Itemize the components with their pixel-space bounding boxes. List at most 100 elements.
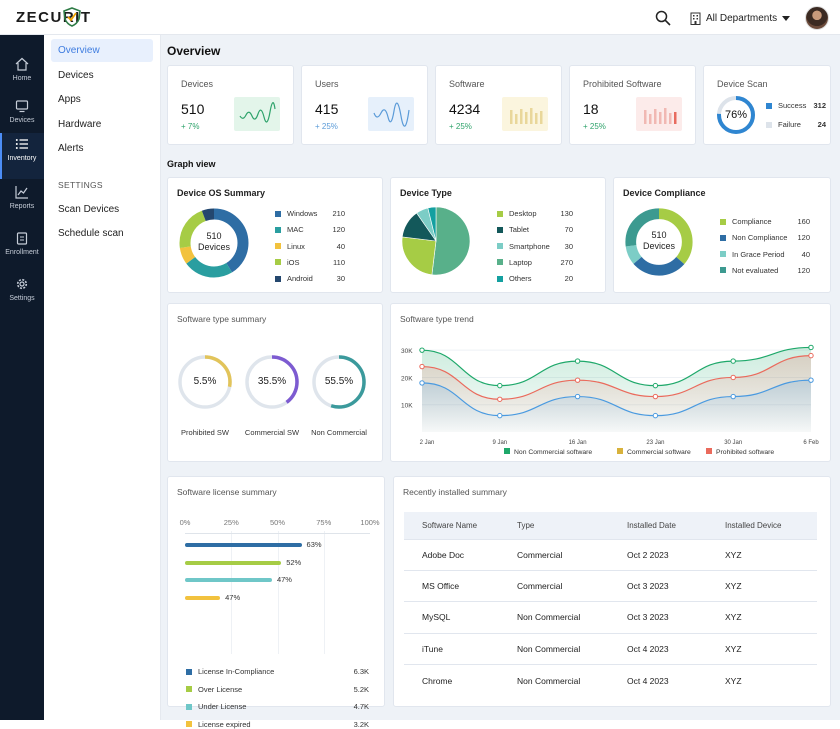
table-row[interactable]: MS Office Commercial Oct 3 2023 XYZ [404,569,817,602]
home-icon [15,57,29,71]
stat-card-software[interactable]: Software 4234 + 25% [435,65,562,145]
legend-value: 3.2K [353,719,369,729]
legend-item: Not evaluated 120 [720,266,810,275]
table-cell: Oct 4 2023 [627,664,725,696]
stat-card-devices[interactable]: Devices 510 + 7% [167,65,294,145]
rail-reports[interactable]: Reports [0,181,44,223]
os-donut-segment[interactable] [179,208,249,278]
pie-slice[interactable] [431,206,471,276]
license-bar[interactable] [185,595,221,600]
software-ring [245,355,299,409]
compliance-donut-center: 510 Devices [642,230,675,251]
stat-card-users[interactable]: Users 415 + 25% [301,65,428,145]
card-title: Device Type [400,188,452,198]
compliance-donut-segment[interactable] [625,208,693,276]
rail-inventory[interactable]: Inventory [0,133,44,179]
axis-tick-label: 25% [223,518,239,527]
trend-point[interactable] [574,393,581,400]
legend-swatch [720,234,726,241]
subnav-devices[interactable]: Devices [58,70,94,81]
trend-point[interactable] [652,393,659,400]
pie-slice[interactable] [401,236,437,276]
trend-point[interactable] [497,396,503,402]
x-tick-label: 30 Jan [724,440,742,446]
trend-point[interactable] [419,347,425,353]
trend-point[interactable] [652,412,659,419]
rail-home[interactable]: Home [0,53,44,95]
os-donut-center: 510 Devices [197,231,230,252]
software-trend-chart: 30K 20K 10K 2 Jan 9 Jan 16 Jan 23 Jan 30 Jan 6 F… [401,344,819,456]
stat-delta: + 25% [583,122,606,131]
subnav-schedule-scan[interactable]: Schedule scan [58,228,124,239]
compliance-donut-segment[interactable] [625,208,693,276]
column-header[interactable]: Software Name [404,512,517,539]
trend-line [421,346,812,387]
legend-value: 70 [564,225,573,235]
list-icon [15,139,28,149]
subnav-apps[interactable]: Apps [58,94,81,105]
trend-point[interactable] [808,344,814,351]
gridline [277,531,279,654]
table-row[interactable]: Adobe Doc Commercial Oct 2 2023 XYZ [404,538,817,571]
stat-card-prohibited[interactable]: Prohibited Software 18 + 25% [569,65,696,145]
pie-slice[interactable] [427,206,437,242]
trend-point[interactable] [574,377,581,383]
table-row[interactable]: MySQL Non Commercial Oct 3 2023 XYZ [404,601,817,634]
license-bar[interactable] [185,578,272,582]
table-row[interactable]: Chrome Non Commercial Oct 4 2023 XYZ [404,664,817,696]
license-bar[interactable] [185,560,282,565]
table-cell: MS Office [404,569,517,602]
subnav-overview[interactable]: Overview [51,39,153,62]
os-donut-segment[interactable] [179,208,249,278]
main-content: Overview Devices 510 + 7% Users 415 + 25… [161,35,840,729]
trend-point[interactable] [419,380,425,386]
x-tick-label: 23 Jan [646,440,664,446]
subnav-scan-devices[interactable]: Scan Devices [58,204,120,215]
scan-progress-ring [717,96,755,134]
trend-point[interactable] [497,412,503,419]
subnav-alerts[interactable]: Alerts [58,143,84,154]
software-ring [312,355,366,409]
column-header[interactable]: Installed Device [725,512,817,539]
os-donut-segment[interactable] [179,208,249,278]
department-selector[interactable]: All Departments [690,9,791,27]
legend-value: 40 [336,241,345,251]
device-scan-card[interactable]: Device Scan 76% Success 312 Failure 24 [703,65,831,145]
user-avatar[interactable] [805,6,829,30]
rail-label: Settings [9,295,35,302]
table-cell: Commercial [517,569,627,602]
table-cell: iTune [404,632,517,665]
search-icon[interactable] [655,10,671,26]
table-header-row: Software Name Type Installed Date Installed… [404,512,817,539]
table-row[interactable]: iTune Non Commercial Oct 4 2023 XYZ [404,632,817,665]
rail-enrollment[interactable]: Enrollment [0,227,44,269]
legend-value: 210 [332,209,345,218]
card-title: Software type summary [177,314,267,324]
card-title: Device OS Summary [177,188,266,198]
trend-point[interactable] [730,358,736,364]
legend-value: 120 [332,225,345,235]
trend-point[interactable] [730,393,736,400]
brand-logo[interactable]: ZECURIT [16,9,92,26]
trend-point[interactable] [652,382,659,389]
legend-item: License In-Compliance 6.3K [186,667,369,676]
trend-point[interactable] [808,352,814,359]
settings-section-header: SETTINGS [58,180,103,190]
rail-settings[interactable]: Settings [0,273,44,315]
column-header[interactable]: Installed Date [627,512,725,539]
trend-point[interactable] [497,382,503,389]
license-bar[interactable] [185,543,302,547]
rail-devices[interactable]: Devices [0,95,44,137]
recent-installs-card: Recently installed summary Software Name… [393,476,831,707]
column-header[interactable]: Type [517,512,627,539]
trend-point[interactable] [730,374,736,381]
legend-label: Desktop [509,209,537,218]
subnav-hardware[interactable]: Hardware [58,119,102,130]
legend-label: Not evaluated [732,265,779,275]
shield-logo-icon [63,7,81,27]
stat-delta: + 25% [449,122,472,131]
legend-label: License In-Compliance [198,667,275,676]
trend-point[interactable] [419,363,425,370]
trend-point[interactable] [808,377,814,383]
trend-point[interactable] [574,358,581,364]
